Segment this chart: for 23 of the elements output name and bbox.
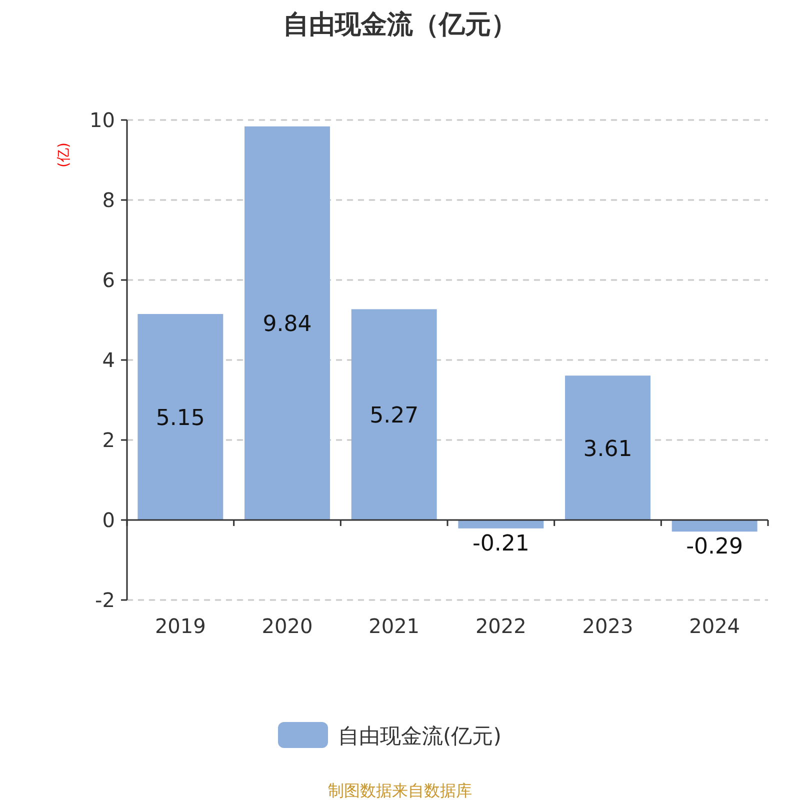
text: 制图数据来自数据库 (328, 781, 472, 800)
data-label: -0.29 (686, 534, 744, 560)
title: 自由现金流（亿元） (283, 10, 517, 40)
y-tick-label: 10 (90, 108, 115, 132)
x-tick-label: 2019 (154, 614, 206, 638)
x-tick-label: 2022 (475, 614, 526, 638)
y-tick-label: 0 (102, 508, 115, 532)
data-label: 5.15 (156, 406, 205, 431)
x-tick-label: 2024 (689, 614, 740, 638)
y-tick-label: 4 (102, 348, 115, 372)
y-tick-label: -2 (95, 588, 115, 612)
y-tick-label: 6 (102, 268, 115, 292)
ylabel: (亿) (56, 142, 72, 168)
data-label: 5.27 (370, 404, 419, 429)
y-tick-label: 8 (102, 188, 115, 212)
y-tick-label: 2 (102, 428, 115, 452)
data-label: -0.21 (472, 531, 530, 556)
data-label: 3.61 (583, 436, 632, 462)
x-tick-label: 2023 (582, 614, 634, 638)
x-tick-label: 2020 (262, 614, 313, 638)
data-label: 9.84 (262, 312, 312, 338)
legend-label: 自由现金流(亿元) (338, 724, 502, 748)
x-tick-label: 2021 (368, 614, 420, 638)
